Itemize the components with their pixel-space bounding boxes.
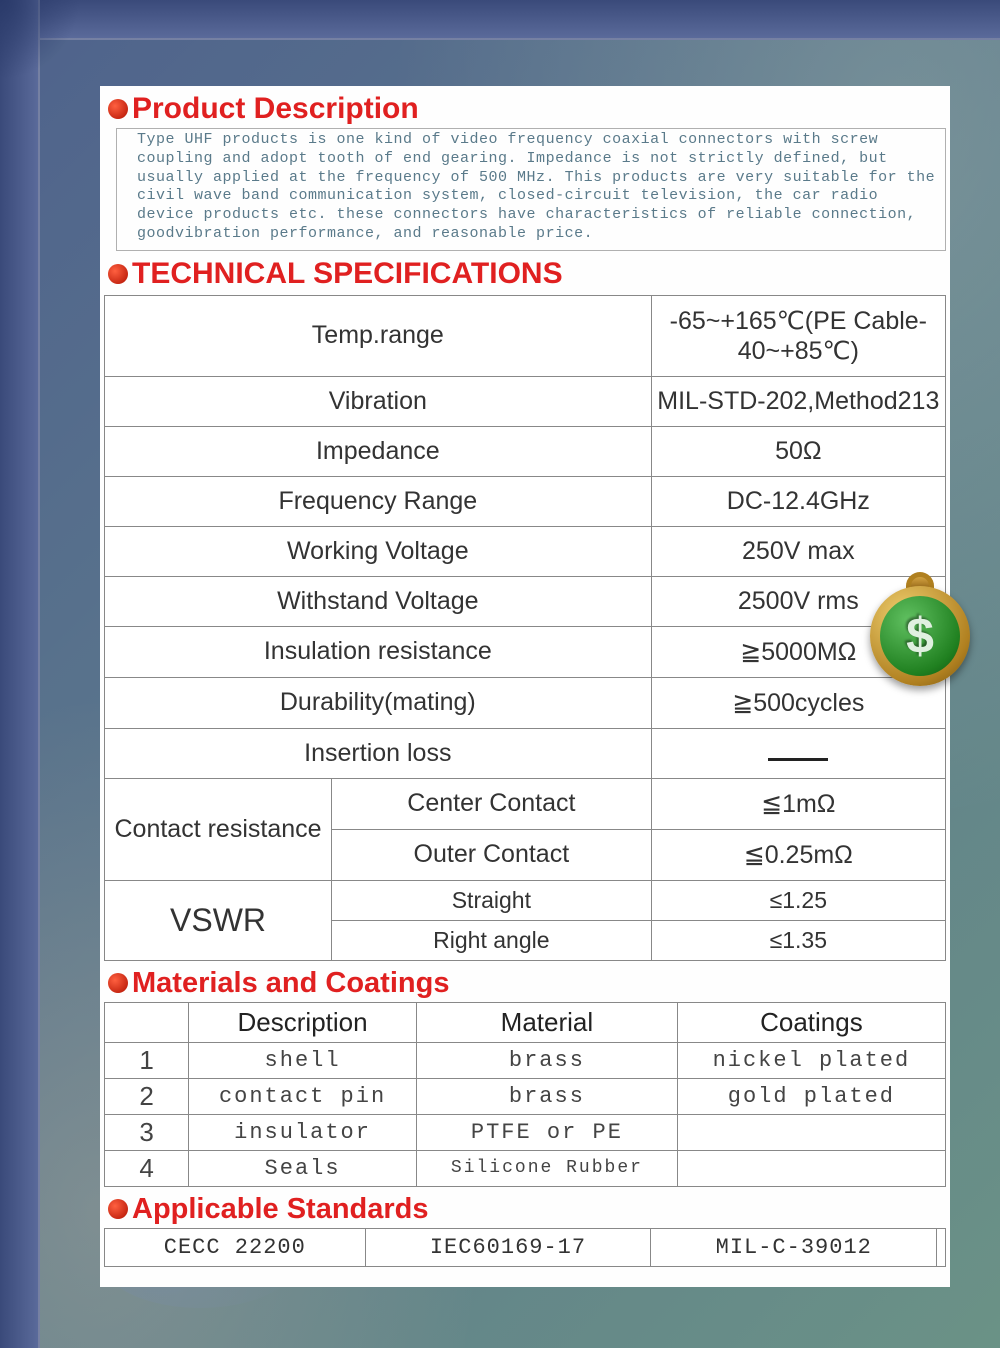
materials-header: Description xyxy=(189,1002,417,1042)
spec-label: Durability(mating) xyxy=(105,677,652,728)
spec-value: 250V max xyxy=(651,526,945,576)
materials-header: Coatings xyxy=(677,1002,945,1042)
standard-cell xyxy=(937,1228,946,1266)
materials-cell: 3 xyxy=(105,1114,189,1150)
spec-row: VSWRStraight≤1.25 xyxy=(105,880,946,920)
materials-cell: nickel plated xyxy=(677,1042,945,1078)
bullet-icon xyxy=(108,264,128,284)
spec-value: ≤1.35 xyxy=(651,920,945,960)
spec-label: Frequency Range xyxy=(105,476,652,526)
materials-cell: contact pin xyxy=(189,1078,417,1114)
heading-text: Applicable Standards xyxy=(132,1193,429,1226)
materials-cell: 1 xyxy=(105,1042,189,1078)
bullet-icon xyxy=(108,1199,128,1219)
frame-corner xyxy=(0,0,80,80)
section-title-description: Product Description xyxy=(100,86,950,128)
materials-cell: 4 xyxy=(105,1150,189,1186)
page-content: Product Description Type UHF products is… xyxy=(100,86,950,1287)
spec-label: Insertion loss xyxy=(105,728,652,778)
spec-value xyxy=(651,728,945,778)
spec-value: ≤1.25 xyxy=(651,880,945,920)
materials-cell: insulator xyxy=(189,1114,417,1150)
description-body: Type UHF products is one kind of video f… xyxy=(116,128,946,251)
spec-row: Durability(mating)≧500cycles xyxy=(105,677,946,728)
materials-cell: gold plated xyxy=(677,1078,945,1114)
spec-label: Contact resistance xyxy=(105,778,332,880)
standard-cell: CECC 22200 xyxy=(105,1228,366,1266)
materials-cell: shell xyxy=(189,1042,417,1078)
spec-row: Insertion loss xyxy=(105,728,946,778)
section-title-standards: Applicable Standards xyxy=(100,1187,950,1228)
spec-label: Impedance xyxy=(105,426,652,476)
spec-sublabel: Center Contact xyxy=(332,778,652,829)
spec-row: Temp.range-65~+165℃(PE Cable-40~+85℃) xyxy=(105,295,946,376)
frame-top xyxy=(0,0,1000,40)
materials-row: 3insulatorPTFE or PE xyxy=(105,1114,946,1150)
spec-row: VibrationMIL-STD-202,Method213 xyxy=(105,376,946,426)
spec-row: Contact resistanceCenter Contact≦1mΩ xyxy=(105,778,946,829)
spec-value: ≦1mΩ xyxy=(651,778,945,829)
heading-text: Product Description xyxy=(132,92,419,126)
standard-cell: MIL-C-39012 xyxy=(651,1228,937,1266)
dollar-coin-icon: $ xyxy=(870,586,970,686)
section-title-specs: TECHNICAL SPECIFICATIONS xyxy=(100,251,950,293)
materials-table: DescriptionMaterialCoatings 1shellbrassn… xyxy=(104,1002,946,1187)
spec-label: Insulation resistance xyxy=(105,626,652,677)
spec-row: Withstand Voltage2500V rms xyxy=(105,576,946,626)
materials-row: 1shellbrassnickel plated xyxy=(105,1042,946,1078)
spec-value: MIL-STD-202,Method213 xyxy=(651,376,945,426)
bullet-icon xyxy=(108,99,128,119)
standard-cell: IEC60169-17 xyxy=(365,1228,651,1266)
materials-header: Material xyxy=(417,1002,678,1042)
materials-cell: Silicone Rubber xyxy=(417,1150,678,1186)
spec-label: Working Voltage xyxy=(105,526,652,576)
materials-cell: PTFE or PE xyxy=(417,1114,678,1150)
spec-value: 50Ω xyxy=(651,426,945,476)
heading-text: TECHNICAL SPECIFICATIONS xyxy=(132,257,563,291)
spec-value: -65~+165℃(PE Cable-40~+85℃) xyxy=(651,295,945,376)
spec-label: VSWR xyxy=(105,880,332,960)
spec-sublabel: Straight xyxy=(332,880,652,920)
materials-cell xyxy=(677,1150,945,1186)
frame-left xyxy=(0,0,40,1348)
standards-table: CECC 22200IEC60169-17MIL-C-39012 xyxy=(104,1228,946,1267)
spec-value: DC-12.4GHz xyxy=(651,476,945,526)
spec-label: Temp.range xyxy=(105,295,652,376)
spec-sublabel: Right angle xyxy=(332,920,652,960)
materials-row: 4SealsSilicone Rubber xyxy=(105,1150,946,1186)
materials-cell: 2 xyxy=(105,1078,189,1114)
materials-row: 2contact pinbrassgold plated xyxy=(105,1078,946,1114)
spec-label: Withstand Voltage xyxy=(105,576,652,626)
materials-cell: brass xyxy=(417,1078,678,1114)
materials-cell: brass xyxy=(417,1042,678,1078)
heading-text: Materials and Coatings xyxy=(132,967,449,1000)
spec-row: Frequency RangeDC-12.4GHz xyxy=(105,476,946,526)
spec-value: ≦0.25mΩ xyxy=(651,829,945,880)
spec-row: Working Voltage250V max xyxy=(105,526,946,576)
materials-cell: Seals xyxy=(189,1150,417,1186)
bullet-icon xyxy=(108,973,128,993)
spec-table: Temp.range-65~+165℃(PE Cable-40~+85℃)Vib… xyxy=(104,295,946,961)
materials-header xyxy=(105,1002,189,1042)
materials-cell xyxy=(677,1114,945,1150)
spec-row: Insulation resistance≧5000MΩ xyxy=(105,626,946,677)
section-title-materials: Materials and Coatings xyxy=(100,961,950,1002)
spec-sublabel: Outer Contact xyxy=(332,829,652,880)
spec-row: Impedance50Ω xyxy=(105,426,946,476)
spec-label: Vibration xyxy=(105,376,652,426)
